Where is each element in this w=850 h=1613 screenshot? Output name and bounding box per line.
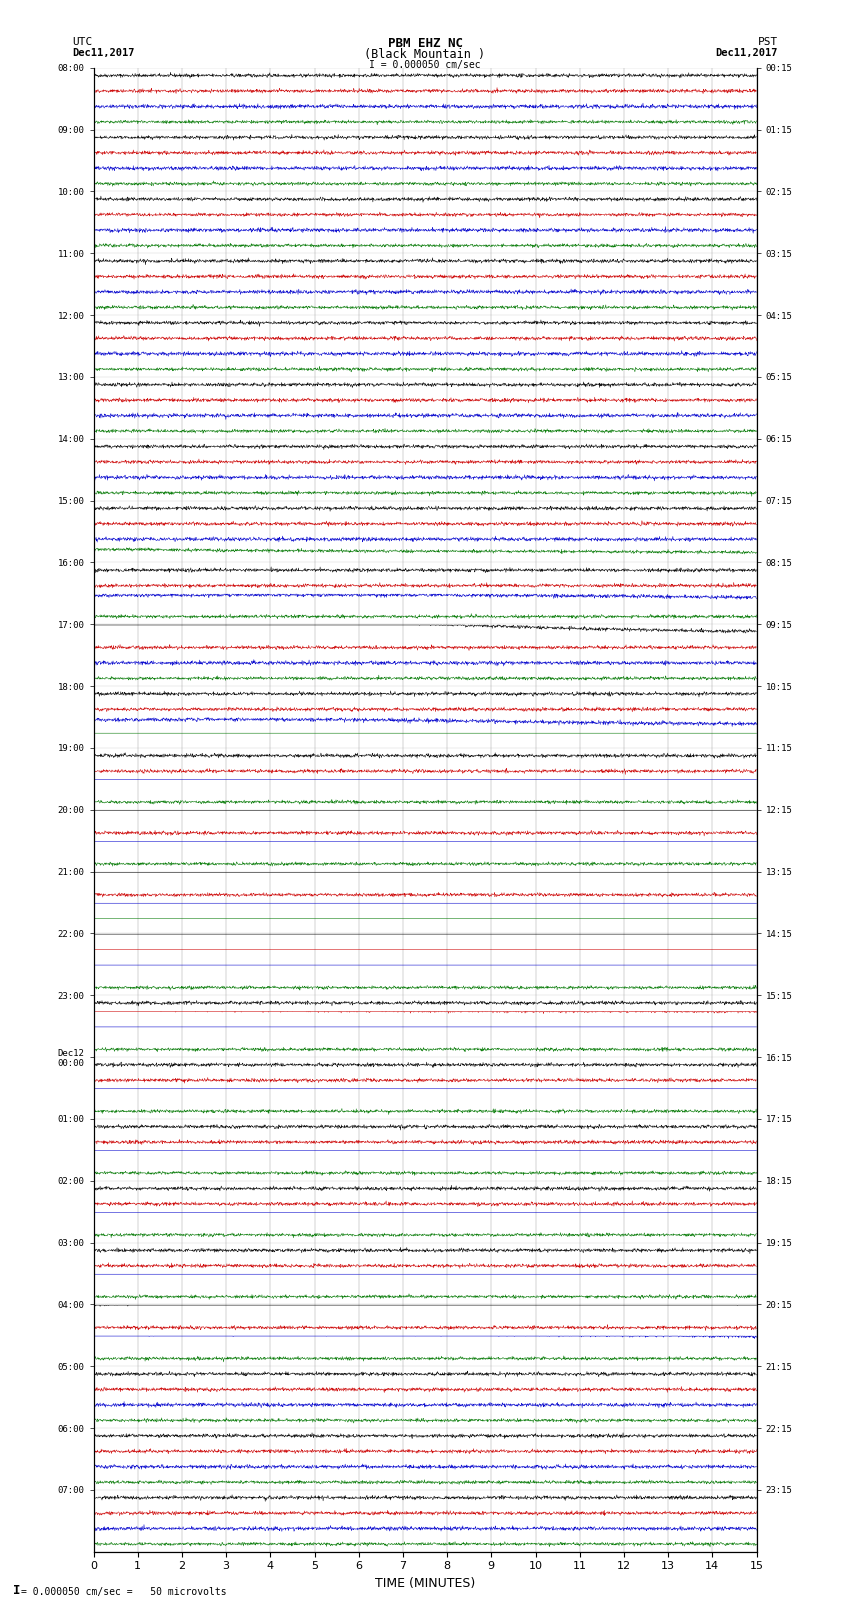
Text: = 0.000050 cm/sec =   50 microvolts: = 0.000050 cm/sec = 50 microvolts: [21, 1587, 227, 1597]
Text: UTC: UTC: [72, 37, 93, 47]
Text: PST: PST: [757, 37, 778, 47]
Text: Dec11,2017: Dec11,2017: [715, 48, 778, 58]
Text: Dec11,2017: Dec11,2017: [72, 48, 135, 58]
Text: I = 0.000050 cm/sec: I = 0.000050 cm/sec: [369, 60, 481, 69]
Text: I: I: [13, 1584, 20, 1597]
Text: (Black Mountain ): (Black Mountain ): [365, 48, 485, 61]
X-axis label: TIME (MINUTES): TIME (MINUTES): [375, 1578, 475, 1590]
Text: PBM EHZ NC: PBM EHZ NC: [388, 37, 462, 50]
